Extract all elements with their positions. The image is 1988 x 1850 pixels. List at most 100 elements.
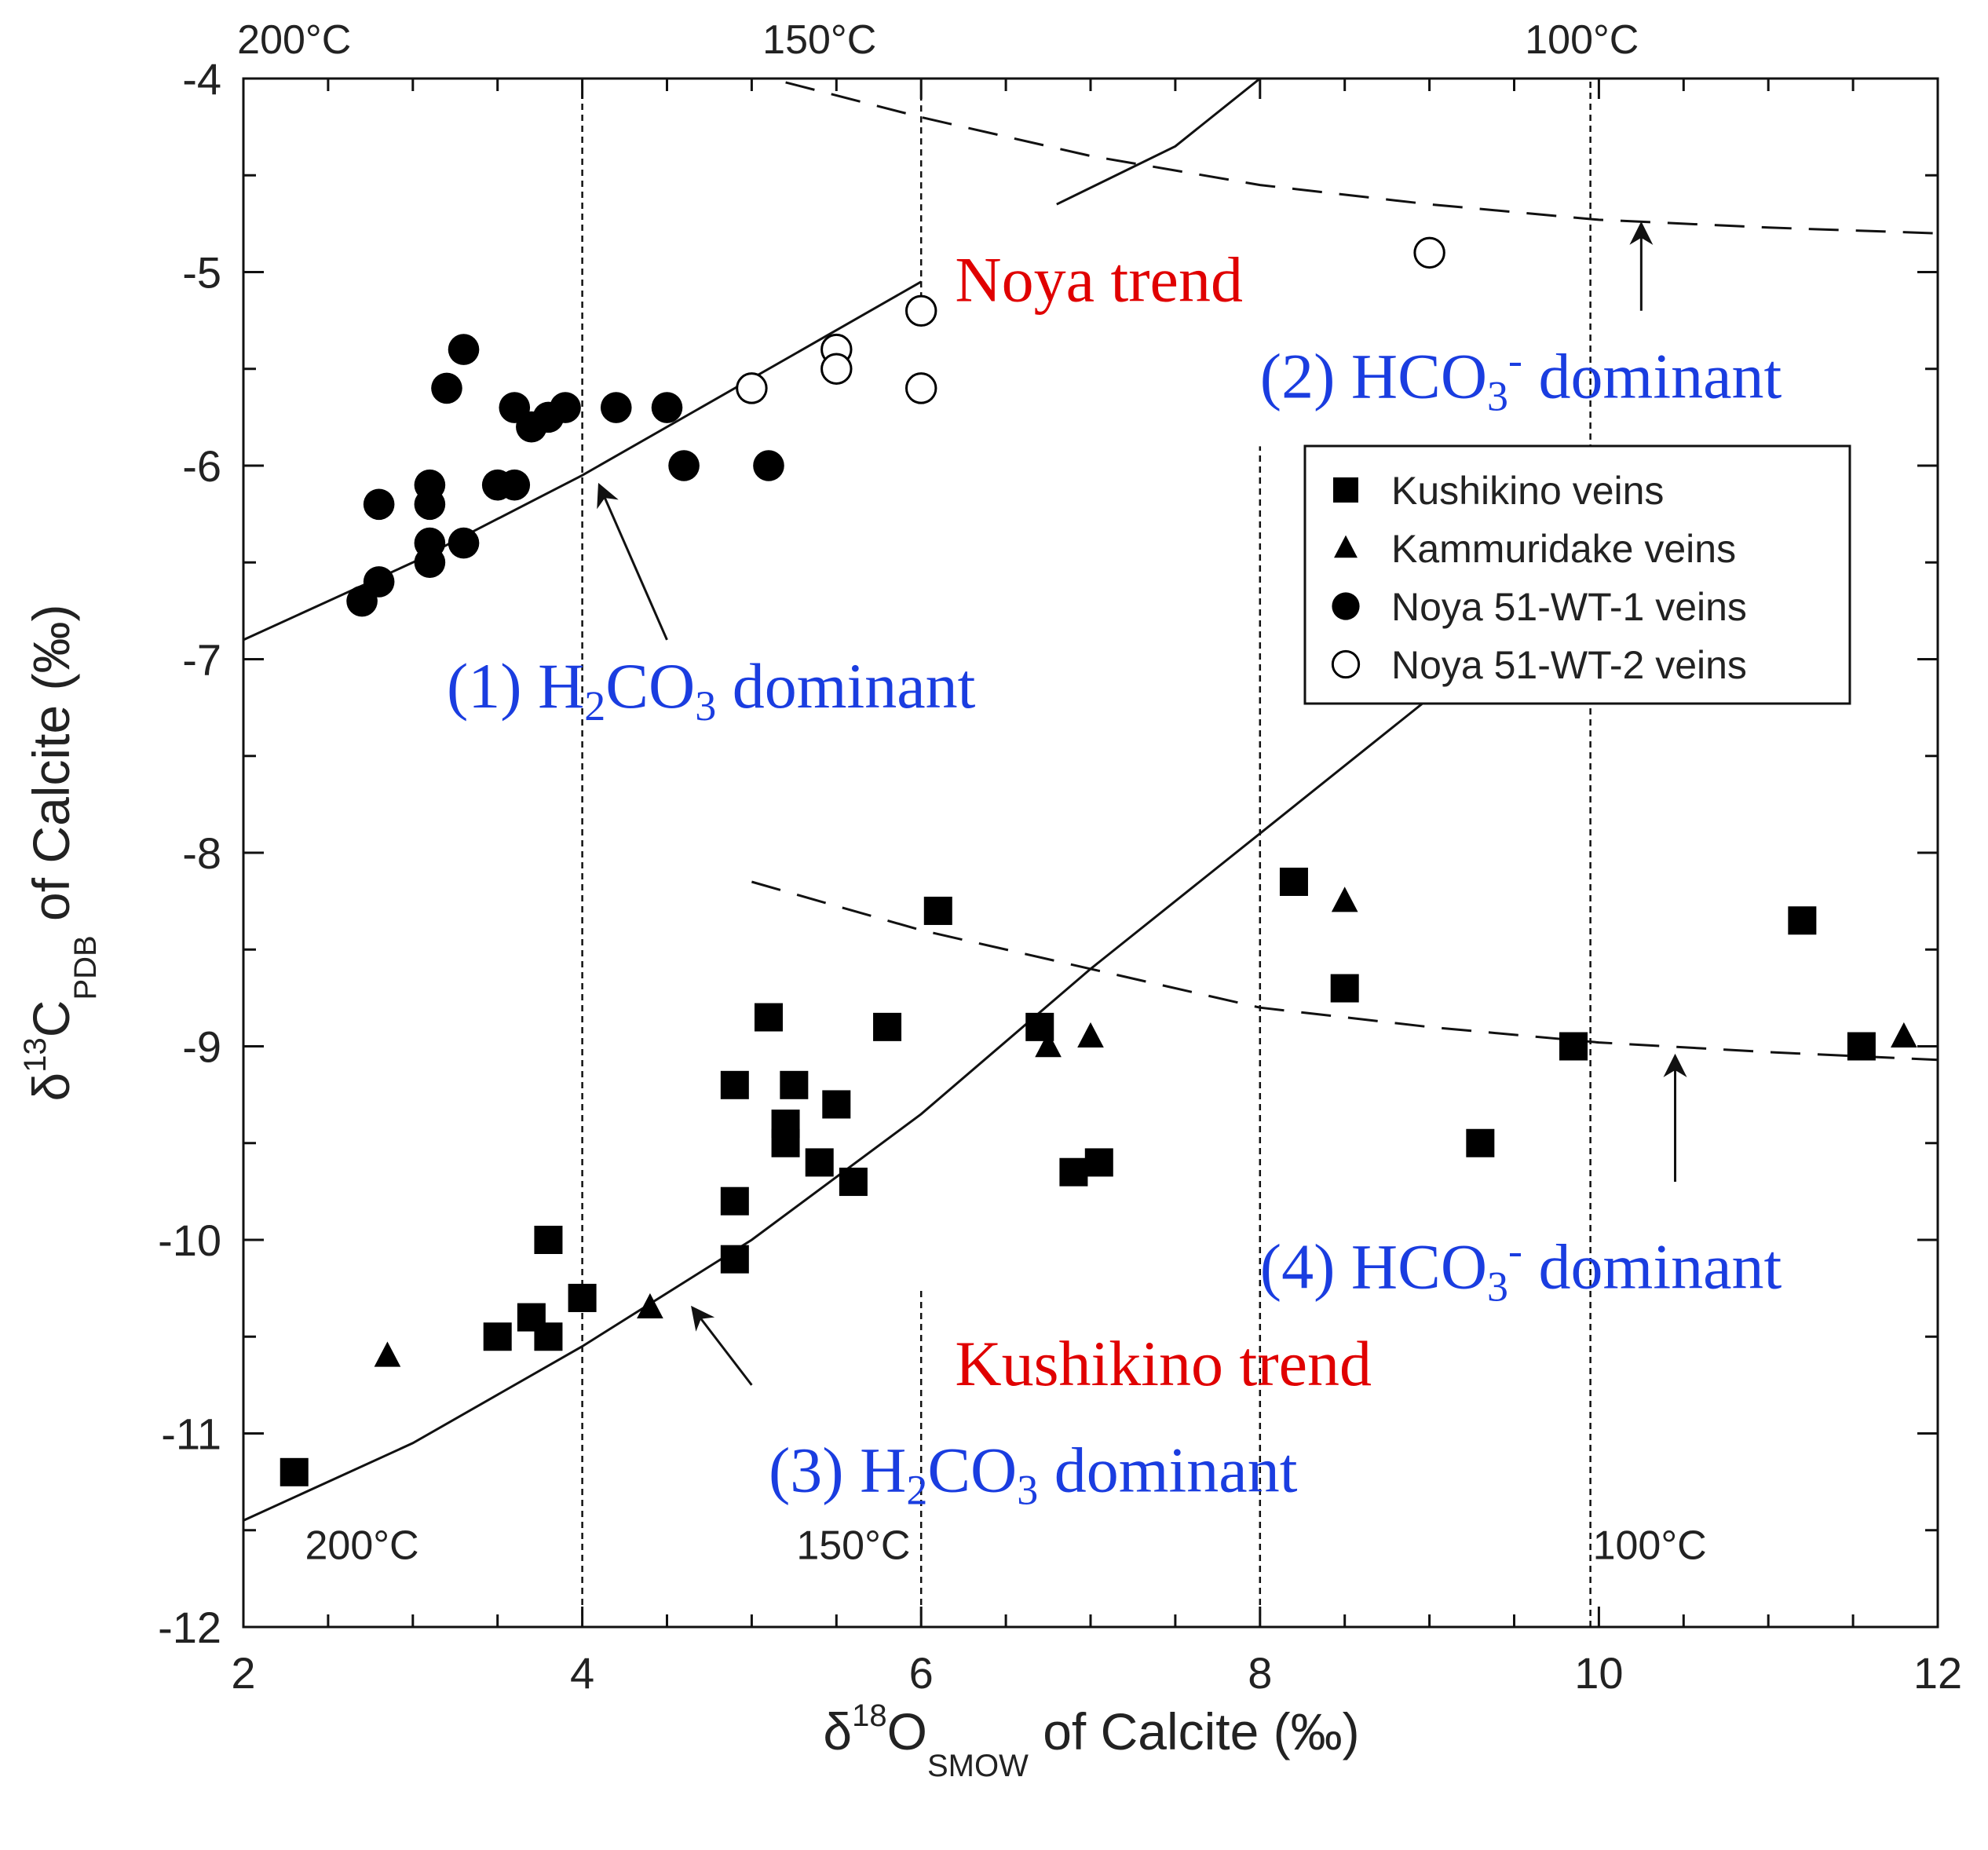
annotation-1: (1) H2CO3 dominant — [447, 650, 976, 729]
legend-label: Noya 51-WT-2 veins — [1391, 643, 1747, 687]
series-noya-51-wt-1-veins — [346, 334, 784, 617]
data-point-square — [1788, 906, 1817, 935]
data-point-circle-filled — [600, 392, 632, 423]
data-point-square — [534, 1322, 563, 1351]
legend: Kushikino veins Kammuridake veins Noya 51-… — [1303, 444, 1851, 705]
temperature-label-bottom: 150°C — [796, 1523, 910, 1569]
data-point-circle-filled — [753, 450, 784, 481]
data-point-circle-filled — [550, 392, 581, 423]
data-point-square — [780, 1070, 809, 1099]
x-tick-label: 6 — [909, 1648, 934, 1698]
x-tick-label: 10 — [1574, 1648, 1623, 1698]
legend-box — [1303, 444, 1851, 705]
temperature-label-top: 100°C — [1525, 17, 1639, 63]
legend-label: Kushikino veins — [1391, 469, 1664, 513]
x-tick-label: 8 — [1248, 1648, 1272, 1698]
axes: 2 4 6 8 10 12 -12 -11 -10 -9 -8 -7 -6 -5 -4 200°C 150°C 1… — [18, 17, 1962, 1783]
trend-curves — [243, 77, 1939, 1522]
data-point-square — [568, 1283, 597, 1312]
temperature-label-bottom: 100°C — [1593, 1523, 1707, 1569]
data-point-circle-open — [820, 353, 853, 385]
temperature-label-bottom: 200°C — [305, 1523, 419, 1569]
data-point-circle-open — [736, 372, 768, 404]
annotation-arrow-1 — [597, 482, 668, 641]
data-point-circle-open — [1413, 236, 1445, 269]
y-tick-label: -12 — [158, 1603, 221, 1652]
series-noya-51-wt-2-veins — [736, 236, 1445, 404]
data-point-square — [280, 1457, 309, 1486]
y-tick-label: -6 — [182, 441, 221, 491]
y-tick-label: -9 — [182, 1022, 221, 1072]
data-point-square — [1059, 1157, 1088, 1186]
y-tick-label: -7 — [182, 635, 221, 685]
legend-label: Kammuridake veins — [1391, 527, 1736, 571]
data-point-triangle — [1331, 887, 1358, 912]
data-point-square — [1279, 867, 1308, 896]
data-point-triangle — [1035, 1032, 1062, 1058]
y-tick-label: -5 — [182, 248, 221, 298]
series-kushikino-veins — [280, 867, 1876, 1486]
x-axis-title: δ18OSMOW of Calcite (‰) — [823, 1698, 1359, 1783]
annotation-2: (2) HCO3- dominant — [1260, 337, 1782, 420]
data-point-square — [720, 1070, 749, 1099]
annotation-arrow-3 — [691, 1305, 753, 1386]
data-point-square — [483, 1322, 512, 1351]
annotations: (1) H2CO3 dominant (2) HCO3- dominant (3) … — [447, 221, 1782, 1513]
annotation-kushikino: Kushikino trend — [955, 1328, 1372, 1399]
data-point-circle-filled — [448, 527, 480, 559]
data-point-square — [720, 1245, 749, 1274]
data-point-square — [873, 1012, 902, 1041]
isotherm-lines — [581, 79, 1591, 1627]
data-point-square — [1466, 1128, 1495, 1157]
annotation-noya: Noya trend — [955, 243, 1243, 315]
y-tick-label: -4 — [182, 54, 221, 104]
legend-marker-square — [1333, 477, 1358, 503]
data-point-square — [1559, 1032, 1588, 1061]
data-point-square — [771, 1128, 800, 1157]
data-points — [280, 236, 1917, 1486]
data-point-square — [822, 1090, 851, 1119]
data-point-square — [720, 1186, 749, 1216]
data-point-square — [805, 1148, 834, 1177]
data-point-circle-filled — [499, 469, 531, 501]
x-tick-label: 2 — [231, 1648, 255, 1698]
data-point-circle-filled — [363, 488, 395, 521]
curve-noya-h2co3-solid-high — [1056, 77, 1261, 206]
x-tick-label: 4 — [570, 1648, 594, 1698]
data-point-square — [1847, 1032, 1876, 1061]
series-kammuridake-veins — [374, 887, 1917, 1367]
y-axis-title: δ13CPDB of Calcite (‰) — [18, 605, 103, 1102]
curve-noya-hco3-dashed — [785, 81, 1939, 235]
legend-marker-circle-filled — [1332, 592, 1360, 620]
data-point-triangle — [1077, 1022, 1104, 1047]
data-point-square — [754, 1003, 783, 1032]
curve-kushikino-h2co3-solid — [243, 551, 1617, 1522]
curve-kushikino-hco3-dashed — [751, 880, 1939, 1062]
x-tick-label: 12 — [1913, 1648, 1962, 1698]
data-point-circle-open — [904, 294, 937, 327]
data-point-circle-filled — [651, 392, 683, 423]
temperature-label-top: 150°C — [762, 17, 876, 63]
data-point-triangle — [1891, 1022, 1917, 1047]
data-point-circle-filled — [448, 334, 480, 365]
annotation-3: (3) H2CO3 dominant — [769, 1434, 1298, 1513]
data-point-circle-filled — [414, 527, 446, 559]
y-tick-label: -10 — [158, 1216, 221, 1265]
legend-marker-circle-open — [1331, 649, 1361, 679]
data-point-circle-open — [904, 372, 937, 404]
annotation-4: (4) HCO3- dominant — [1260, 1227, 1782, 1311]
data-point-circle-filled — [431, 372, 462, 404]
legend-label: Noya 51-WT-1 veins — [1391, 585, 1747, 629]
data-point-triangle — [374, 1341, 401, 1367]
temperature-label-top: 200°C — [237, 17, 351, 63]
data-point-square — [1330, 974, 1359, 1003]
y-tick-label: -11 — [161, 1409, 221, 1459]
legend-marker-triangle — [1334, 535, 1358, 558]
data-point-triangle — [637, 1292, 663, 1319]
data-point-square — [534, 1226, 563, 1254]
data-point-square — [839, 1168, 868, 1197]
data-point-square — [923, 896, 952, 925]
data-point-circle-filled — [668, 450, 700, 481]
